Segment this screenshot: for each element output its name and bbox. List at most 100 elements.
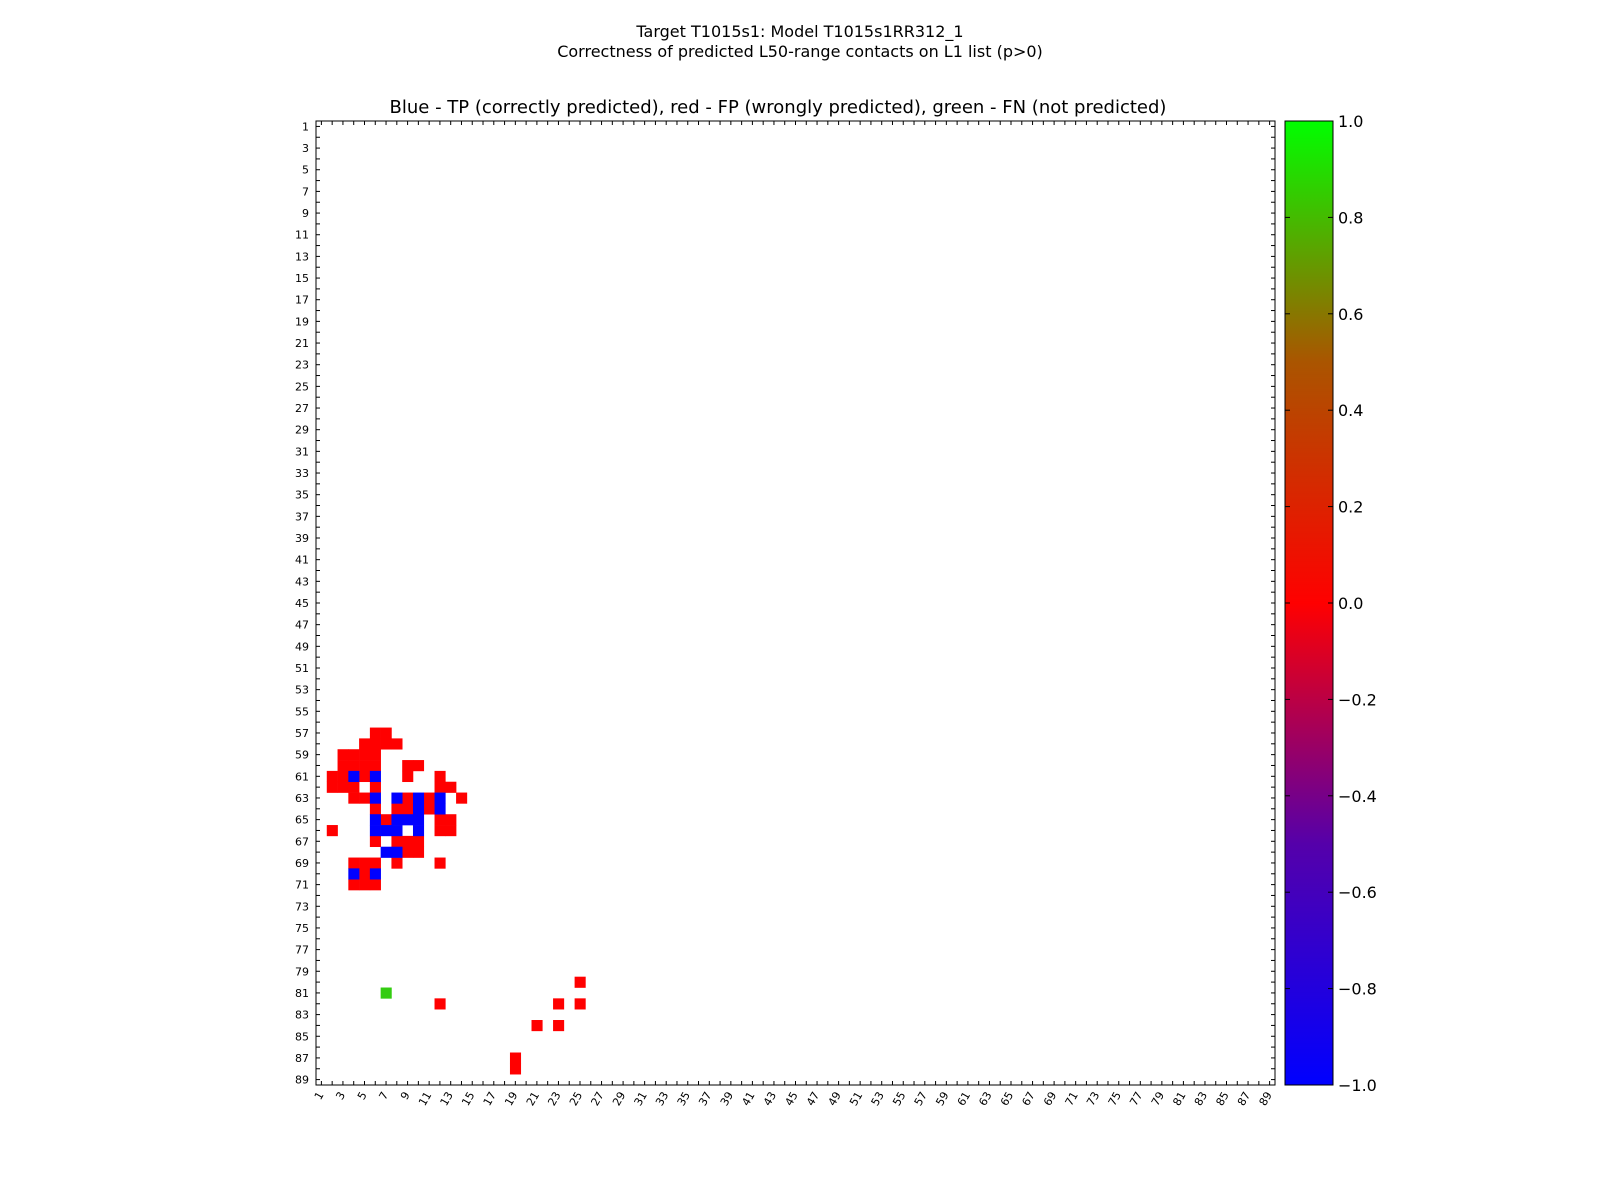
x-tick-label: 81	[1170, 1090, 1188, 1109]
fp-cell	[391, 803, 403, 815]
y-tick-label: 33	[295, 467, 309, 480]
x-tick-label: 33	[653, 1090, 671, 1109]
fp-cell	[456, 792, 468, 804]
fp-cell	[348, 781, 360, 793]
y-tick-label: 21	[295, 337, 309, 350]
colorbar-tick-label: 0.4	[1338, 401, 1363, 420]
fp-cell	[359, 857, 371, 869]
fp-cell	[359, 792, 371, 804]
x-tick-label: 55	[890, 1090, 908, 1109]
colorbar-tick-label: 0.2	[1338, 498, 1363, 517]
x-tick-label: 71	[1063, 1090, 1081, 1109]
x-tick-label: 87	[1235, 1090, 1253, 1109]
y-tick-label: 45	[295, 597, 309, 610]
x-tick-label: 79	[1149, 1090, 1167, 1109]
fp-cell	[509, 1063, 522, 1075]
y-tick-label: 51	[295, 662, 309, 675]
fp-cell	[380, 727, 392, 739]
fp-cell	[445, 825, 457, 837]
tp-cell	[369, 868, 381, 880]
y-tick-label: 3	[302, 142, 309, 155]
fp-cell	[380, 814, 392, 826]
x-tick-label: 63	[976, 1090, 994, 1109]
tp-cell	[412, 803, 425, 815]
x-tick-label: 73	[1084, 1090, 1102, 1109]
x-tick-label: 47	[804, 1090, 822, 1109]
x-tick-label: 27	[588, 1090, 606, 1109]
y-tick-label: 43	[295, 575, 309, 588]
tp-cell	[391, 825, 403, 837]
x-tick-label: 51	[847, 1090, 865, 1109]
y-tick-label: 49	[295, 640, 309, 653]
fp-cell	[326, 825, 338, 837]
fp-cell	[434, 998, 446, 1010]
y-tick-label: 63	[295, 792, 309, 805]
y-tick-label: 77	[295, 944, 309, 957]
y-tick-label: 75	[295, 922, 309, 935]
fp-cell	[434, 825, 446, 837]
plot-title: Blue - TP (correctly predicted), red - F…	[390, 97, 1167, 118]
x-tick-label: 67	[1019, 1090, 1037, 1109]
fp-cell	[369, 727, 381, 739]
y-tick-label: 89	[295, 1074, 309, 1087]
x-tick-label: 31	[632, 1090, 650, 1109]
tp-cell	[380, 825, 392, 837]
fp-cell	[531, 1020, 543, 1032]
tp-cell	[434, 803, 446, 815]
y-tick-label: 5	[302, 164, 309, 177]
y-tick-label: 65	[295, 814, 309, 827]
fp-cell	[337, 770, 349, 783]
y-tick-label: 73	[295, 900, 309, 913]
colorbar-tick-label: 0.8	[1338, 208, 1363, 227]
fp-cell	[326, 770, 338, 783]
tp-cell	[391, 814, 403, 826]
x-tick-label: 59	[933, 1090, 951, 1109]
fp-cell	[337, 749, 349, 761]
colorbar-tick-label: 1.0	[1338, 112, 1363, 131]
fp-cell	[412, 760, 425, 772]
y-tick-label: 1	[302, 120, 309, 133]
y-tick-label: 35	[295, 489, 309, 502]
colorbar-tick-label: −1.0	[1338, 1076, 1377, 1095]
fp-cell	[359, 760, 371, 772]
fp-cell	[402, 760, 414, 772]
x-tick-label: 5	[355, 1090, 370, 1103]
fp-cell	[445, 814, 457, 826]
fp-cell	[359, 749, 371, 761]
y-tick-label: 67	[295, 835, 309, 848]
y-tick-label: 23	[295, 359, 309, 372]
x-tick-label: 9	[398, 1090, 413, 1103]
fp-cell	[359, 868, 371, 880]
fp-cell	[445, 781, 457, 793]
tp-cell	[412, 825, 425, 837]
x-tick-label: 7	[376, 1090, 391, 1103]
y-tick-label: 13	[295, 250, 309, 263]
x-tick-label: 13	[438, 1090, 456, 1109]
x-tick-label: 41	[739, 1090, 757, 1109]
x-tick-label: 25	[567, 1090, 585, 1109]
tp-cell	[380, 846, 392, 858]
y-tick-label: 87	[295, 1052, 309, 1065]
tp-cell	[348, 770, 360, 783]
suptitle-line-2: Correctness of predicted L50-range conta…	[557, 42, 1043, 61]
fp-cell	[402, 835, 414, 848]
y-tick-label: 81	[295, 987, 309, 1000]
fp-cell	[434, 770, 446, 783]
y-tick-label: 71	[295, 879, 309, 892]
x-tick-label: 61	[955, 1090, 973, 1109]
x-tick-label: 19	[502, 1090, 520, 1109]
fp-cell	[434, 781, 446, 793]
x-tick-label: 69	[1041, 1090, 1059, 1109]
x-tick-label: 77	[1127, 1090, 1145, 1109]
colorbar-tick-label: −0.6	[1338, 883, 1377, 902]
x-tick-label: 23	[545, 1090, 563, 1109]
fp-cell	[369, 879, 381, 891]
fp-cell	[359, 879, 371, 891]
x-tick-label: 53	[869, 1090, 887, 1109]
figure-suptitle: Target T1015s1: Model T1015s1RR312_1 Cor…	[0, 22, 1600, 62]
y-tick-label: 61	[295, 770, 309, 783]
colorbar-tick-label: 0.0	[1338, 594, 1363, 613]
tp-cell	[369, 770, 381, 783]
y-tick-label: 11	[295, 229, 309, 242]
